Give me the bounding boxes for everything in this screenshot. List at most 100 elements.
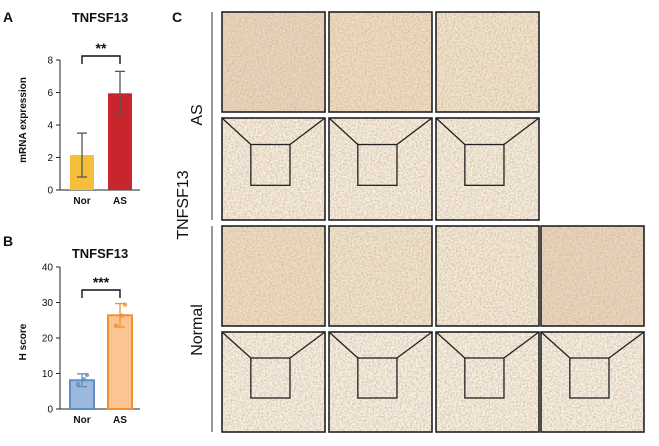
chart-b-significance-bracket (81, 289, 121, 298)
chart-b-ytick-label-3: 30 (42, 298, 54, 309)
micrograph-normal-overview-2-zoom-line-left (328, 331, 359, 359)
chart-b-title: TNFSF13 (72, 246, 128, 261)
micrograph-as-zoom-2-frame (328, 11, 433, 113)
chart-b-ytick-label-0: 0 (47, 405, 53, 416)
chart-b-category-label-1: AS (113, 415, 127, 426)
chart-b-ytick-label-2: 20 (42, 334, 54, 345)
chart-a-ylabel: mRNA expression (18, 77, 29, 163)
micrograph-as-overview-2-frame (328, 117, 433, 221)
chart-b-point-0-1 (81, 376, 87, 382)
micrograph-normal-zoom-4-frame (540, 225, 645, 327)
chart-a-significance-bracket (81, 55, 121, 64)
chart-b-ytick-label-4: 40 (42, 263, 54, 274)
panel-label-b: B (3, 233, 13, 249)
micrograph-normal-overview-1 (221, 331, 326, 433)
micrograph-as-overview-3-frame (435, 117, 540, 221)
micrograph-as-overview-3-zoom-box (464, 143, 505, 186)
panel-label-c: C (172, 9, 182, 25)
micrograph-as-zoom-1 (221, 11, 326, 113)
group-label-as: AS (189, 104, 206, 125)
micrograph-grid (221, 11, 645, 433)
chart-b: TNFSF13 H score 0 10 20 30 40 Nor AS *** (18, 246, 140, 426)
micrograph-as-overview-1-frame (221, 117, 326, 221)
micrograph-normal-overview-1-frame (221, 331, 326, 433)
micrograph-normal-overview-4-texture (541, 332, 644, 432)
chart-a-ytick-label-1: 2 (47, 153, 53, 164)
chart-a-ytick-label-2: 4 (47, 121, 53, 132)
chart-b-point-0-2 (84, 372, 90, 378)
chart-a-ytick-label-4: 8 (47, 56, 53, 67)
micrograph-as-zoom-2-texture (329, 12, 432, 112)
micrograph-as-overview-3-zoom-line-left (435, 117, 466, 145)
micrograph-normal-zoom-4-texture (541, 226, 644, 326)
chart-b-bar-as (107, 314, 133, 410)
micrograph-as-zoom-2 (328, 11, 433, 113)
micrograph-normal-overview-4-zoom-line-right (608, 331, 645, 359)
micrograph-normal-overview-2-frame (328, 331, 433, 433)
micrograph-as-overview-2-zoom-line-left (328, 117, 359, 145)
micrograph-normal-zoom-3 (435, 225, 540, 327)
micrograph-as-overview-3 (435, 117, 540, 221)
micrograph-normal-overview-3-zoom-box (464, 357, 505, 399)
micrograph-as-overview-1-texture (222, 118, 325, 220)
chart-a-title: TNFSF13 (72, 10, 128, 25)
micrograph-normal-overview-1-zoom-line-left (221, 331, 252, 359)
chart-a-ytick-label-0: 0 (47, 186, 53, 197)
micrograph-normal-overview-1-zoom-line-right (289, 331, 326, 359)
micrograph-as-overview-3-zoom-line-right (503, 117, 540, 146)
micrograph-as-overview-1-zoom-line-right (289, 117, 326, 146)
micrograph-as-overview-1-zoom-box (250, 143, 291, 186)
micrograph-as-zoom-3 (435, 11, 540, 113)
chart-a-plot: 0 2 4 6 8 Nor AS ** (47, 40, 140, 207)
chart-b-plot: 0 10 20 30 40 Nor AS *** (42, 263, 140, 426)
chart-b-point-0-0 (75, 381, 81, 387)
micrograph-as-overview-3-texture (436, 118, 539, 220)
chart-a-significance-label: ** (96, 40, 107, 56)
micrograph-normal-overview-2-zoom-box (357, 357, 398, 399)
micrograph-normal-overview-4 (540, 331, 645, 433)
micrograph-normal-zoom-1-texture (222, 226, 325, 326)
chart-b-point-1-0 (113, 323, 119, 328)
micrograph-normal-zoom-4 (540, 225, 645, 327)
micrograph-as-zoom-3-frame (435, 11, 540, 113)
group-label-normal: Normal (189, 304, 206, 356)
micrograph-normal-zoom-2-frame (328, 225, 433, 327)
micrograph-as-overview-2-texture (329, 118, 432, 220)
micrograph-normal-overview-2 (328, 331, 433, 433)
micrograph-normal-zoom-2-texture (329, 226, 432, 326)
micrograph-as-overview-2-zoom-line-right (396, 117, 433, 146)
micrograph-normal-zoom-2 (328, 225, 433, 327)
micrograph-normal-overview-3-frame (435, 331, 540, 433)
marker-label: TNFSF13 (175, 170, 192, 239)
chart-a: TNFSF13 mRNA expression 0 2 4 6 8 Nor AS ** (18, 10, 140, 207)
micrograph-normal-zoom-1-frame (221, 225, 326, 327)
micrograph-normal-overview-1-texture (222, 332, 325, 432)
micrograph-normal-overview-3 (435, 331, 540, 433)
panel-label-a: A (3, 9, 13, 25)
chart-b-ytick-label-1: 10 (42, 369, 54, 380)
micrograph-normal-zoom-3-frame (435, 225, 540, 327)
micrograph-normal-overview-4-zoom-line-left (540, 331, 571, 359)
micrograph-normal-overview-4-zoom-box (569, 357, 610, 399)
micrograph-as-overview-1 (221, 117, 326, 221)
chart-a-category-label-0: Nor (73, 196, 90, 207)
chart-b-point-1-1 (119, 313, 125, 318)
micrograph-normal-overview-2-texture (329, 332, 432, 432)
micrograph-normal-overview-3-zoom-line-left (435, 331, 466, 359)
micrograph-normal-overview-2-zoom-line-right (396, 331, 433, 359)
micrograph-as-overview-2-zoom-box (357, 143, 398, 186)
micrograph-as-zoom-3-texture (436, 12, 539, 112)
micrograph-as-overview-2 (328, 117, 433, 221)
chart-b-category-label-0: Nor (73, 415, 90, 426)
micrograph-normal-zoom-1 (221, 225, 326, 327)
chart-a-ytick-label-3: 6 (47, 88, 53, 99)
chart-b-significance-label: *** (93, 274, 110, 290)
micrograph-normal-overview-4-frame (540, 331, 645, 433)
micrograph-normal-overview-3-zoom-line-right (503, 331, 540, 359)
chart-a-category-label-1: AS (113, 196, 127, 207)
micrograph-normal-overview-3-texture (436, 332, 539, 432)
micrograph-as-zoom-1-frame (221, 11, 326, 113)
chart-b-ylabel: H score (18, 323, 29, 360)
micrograph-normal-zoom-3-texture (436, 226, 539, 326)
